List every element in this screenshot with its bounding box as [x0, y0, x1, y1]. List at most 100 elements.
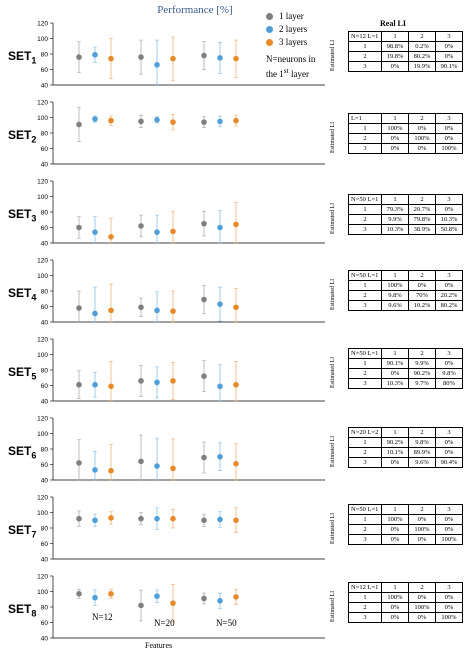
table-col-header: 2	[408, 270, 436, 281]
set-label-index: 1	[31, 55, 37, 66]
table-cell: 0%	[408, 514, 436, 525]
data-point	[154, 379, 160, 386]
set-label: SET5	[8, 365, 36, 381]
set-label-text: SET	[8, 365, 32, 379]
table-cell: 70%	[408, 290, 436, 301]
table-row: 3 0% 0% 100%	[348, 143, 463, 154]
data-point	[217, 383, 223, 390]
data-point	[76, 224, 82, 231]
set-label-index: 7	[31, 529, 37, 540]
data-point	[108, 515, 114, 521]
table-cell: 2	[348, 133, 382, 144]
data-point	[76, 305, 82, 311]
table-col-header: 3	[435, 504, 463, 515]
table-cell: 0%	[435, 133, 463, 144]
table-corner-cell: L=1	[348, 113, 382, 124]
set-label-index: 4	[31, 292, 37, 303]
data-point	[201, 220, 207, 227]
table-cell: 20.2%	[435, 290, 463, 301]
table-row: 2 0% 100% 0%	[348, 133, 463, 144]
table-cell: 80%	[435, 378, 463, 389]
data-point	[108, 467, 114, 474]
table-header-row: L=1 1 2 3	[348, 113, 463, 124]
table-row: 3 0% 0% 100%	[348, 534, 463, 545]
data-point	[154, 229, 160, 235]
table-cell: 9.7%	[408, 378, 436, 389]
table-cell: 0%	[435, 592, 463, 603]
table-cell: 50.8%	[435, 224, 463, 235]
table-row: 2 0% 90.2% 9.8%	[348, 368, 463, 379]
data-point	[92, 310, 98, 317]
table-cell: 3	[348, 378, 382, 389]
data-point	[76, 381, 82, 388]
y-tick-label: 100	[37, 431, 48, 438]
table-cell: 90.1%	[435, 61, 463, 72]
set-label-index: 3	[31, 213, 37, 224]
data-point	[233, 117, 239, 124]
table-col-header: 3	[435, 31, 463, 42]
table-cell: 0%	[381, 368, 409, 379]
table-cell: 1	[348, 204, 382, 215]
set-label-text: SET	[8, 602, 32, 616]
table-cell: 0%	[408, 280, 436, 291]
table-col-header: 3	[435, 582, 463, 593]
table-cell: 9.9%	[408, 358, 436, 369]
y-tick-label: 40	[41, 320, 49, 327]
note-line-1: N=neurons in	[266, 54, 316, 64]
y-tick-label: 100	[37, 115, 48, 122]
table-cell: 1	[348, 41, 382, 52]
table-cell: 0%	[408, 143, 436, 154]
table-cell: 100%	[408, 524, 436, 535]
set-label-text: SET	[8, 128, 32, 142]
data-point	[233, 594, 239, 600]
table-corner-cell: N=12 L=1	[348, 582, 382, 593]
data-point	[92, 51, 98, 58]
data-point	[92, 229, 98, 235]
table-col-header: 3	[435, 270, 463, 281]
set-label: SET1	[8, 49, 36, 65]
set-label: SET7	[8, 523, 36, 539]
table-cell: 3	[348, 457, 382, 468]
data-point	[217, 224, 223, 231]
table-col-header: 3	[435, 194, 463, 205]
table-col-header: 1	[381, 270, 409, 281]
table-cell: 0%	[381, 143, 409, 154]
table-corner-cell: N=50 L=1	[348, 348, 382, 359]
table-cell: 79.3%	[381, 204, 409, 215]
y-tick-label: 120	[37, 337, 48, 344]
table-row: 1 79.3% 20.7% 0%	[348, 204, 463, 215]
neurons-note: N=neurons in the 1st layer	[266, 54, 351, 80]
y-tick-label: 80	[41, 289, 49, 296]
table-cell: 10.3%	[435, 214, 463, 225]
table-cell: 9.6%	[381, 300, 409, 311]
y-tick-label: 80	[41, 447, 49, 454]
data-point	[201, 595, 207, 602]
y-tick-label: 60	[41, 304, 49, 311]
data-point	[138, 378, 144, 384]
table-cell: 0%	[381, 524, 409, 535]
table-cell: 10.1%	[381, 447, 409, 458]
confusion-table: N=12 L=1 1 2 3 1 98.8% 0.2% 0% 2 19.8% 80.2% 0% 3 0% 1…	[348, 31, 463, 72]
data-point	[233, 55, 239, 62]
data-point	[201, 454, 207, 461]
estimated-li-label: Estimated LI	[330, 278, 336, 310]
table-row: 2 10.1% 89.9% 0%	[348, 447, 463, 458]
data-point	[170, 515, 176, 522]
table-cell: 0%	[381, 61, 409, 72]
table-cell: 90.2%	[381, 437, 409, 448]
table-row: 2 0% 100% 0%	[348, 602, 463, 613]
table-cell: 0%	[408, 534, 436, 545]
set-label-text: SET	[8, 49, 32, 63]
table-row: 1 100% 0% 0%	[348, 592, 463, 603]
estimated-li-label: Estimated LI	[330, 590, 336, 622]
table-cell: 0%	[381, 602, 409, 613]
y-tick-label: 120	[37, 416, 48, 423]
set-label: SET3	[8, 207, 36, 223]
table-cell: 1	[348, 437, 382, 448]
table-cell: 38.9%	[408, 224, 436, 235]
table-col-header: 1	[381, 427, 409, 438]
table-header-row: N=50 L=1 1 2 3	[348, 348, 463, 359]
y-tick-label: 40	[41, 478, 49, 485]
table-cell: 9.9%	[381, 214, 409, 225]
table-header-row: N=50 L=1 1 2 3	[348, 194, 463, 205]
